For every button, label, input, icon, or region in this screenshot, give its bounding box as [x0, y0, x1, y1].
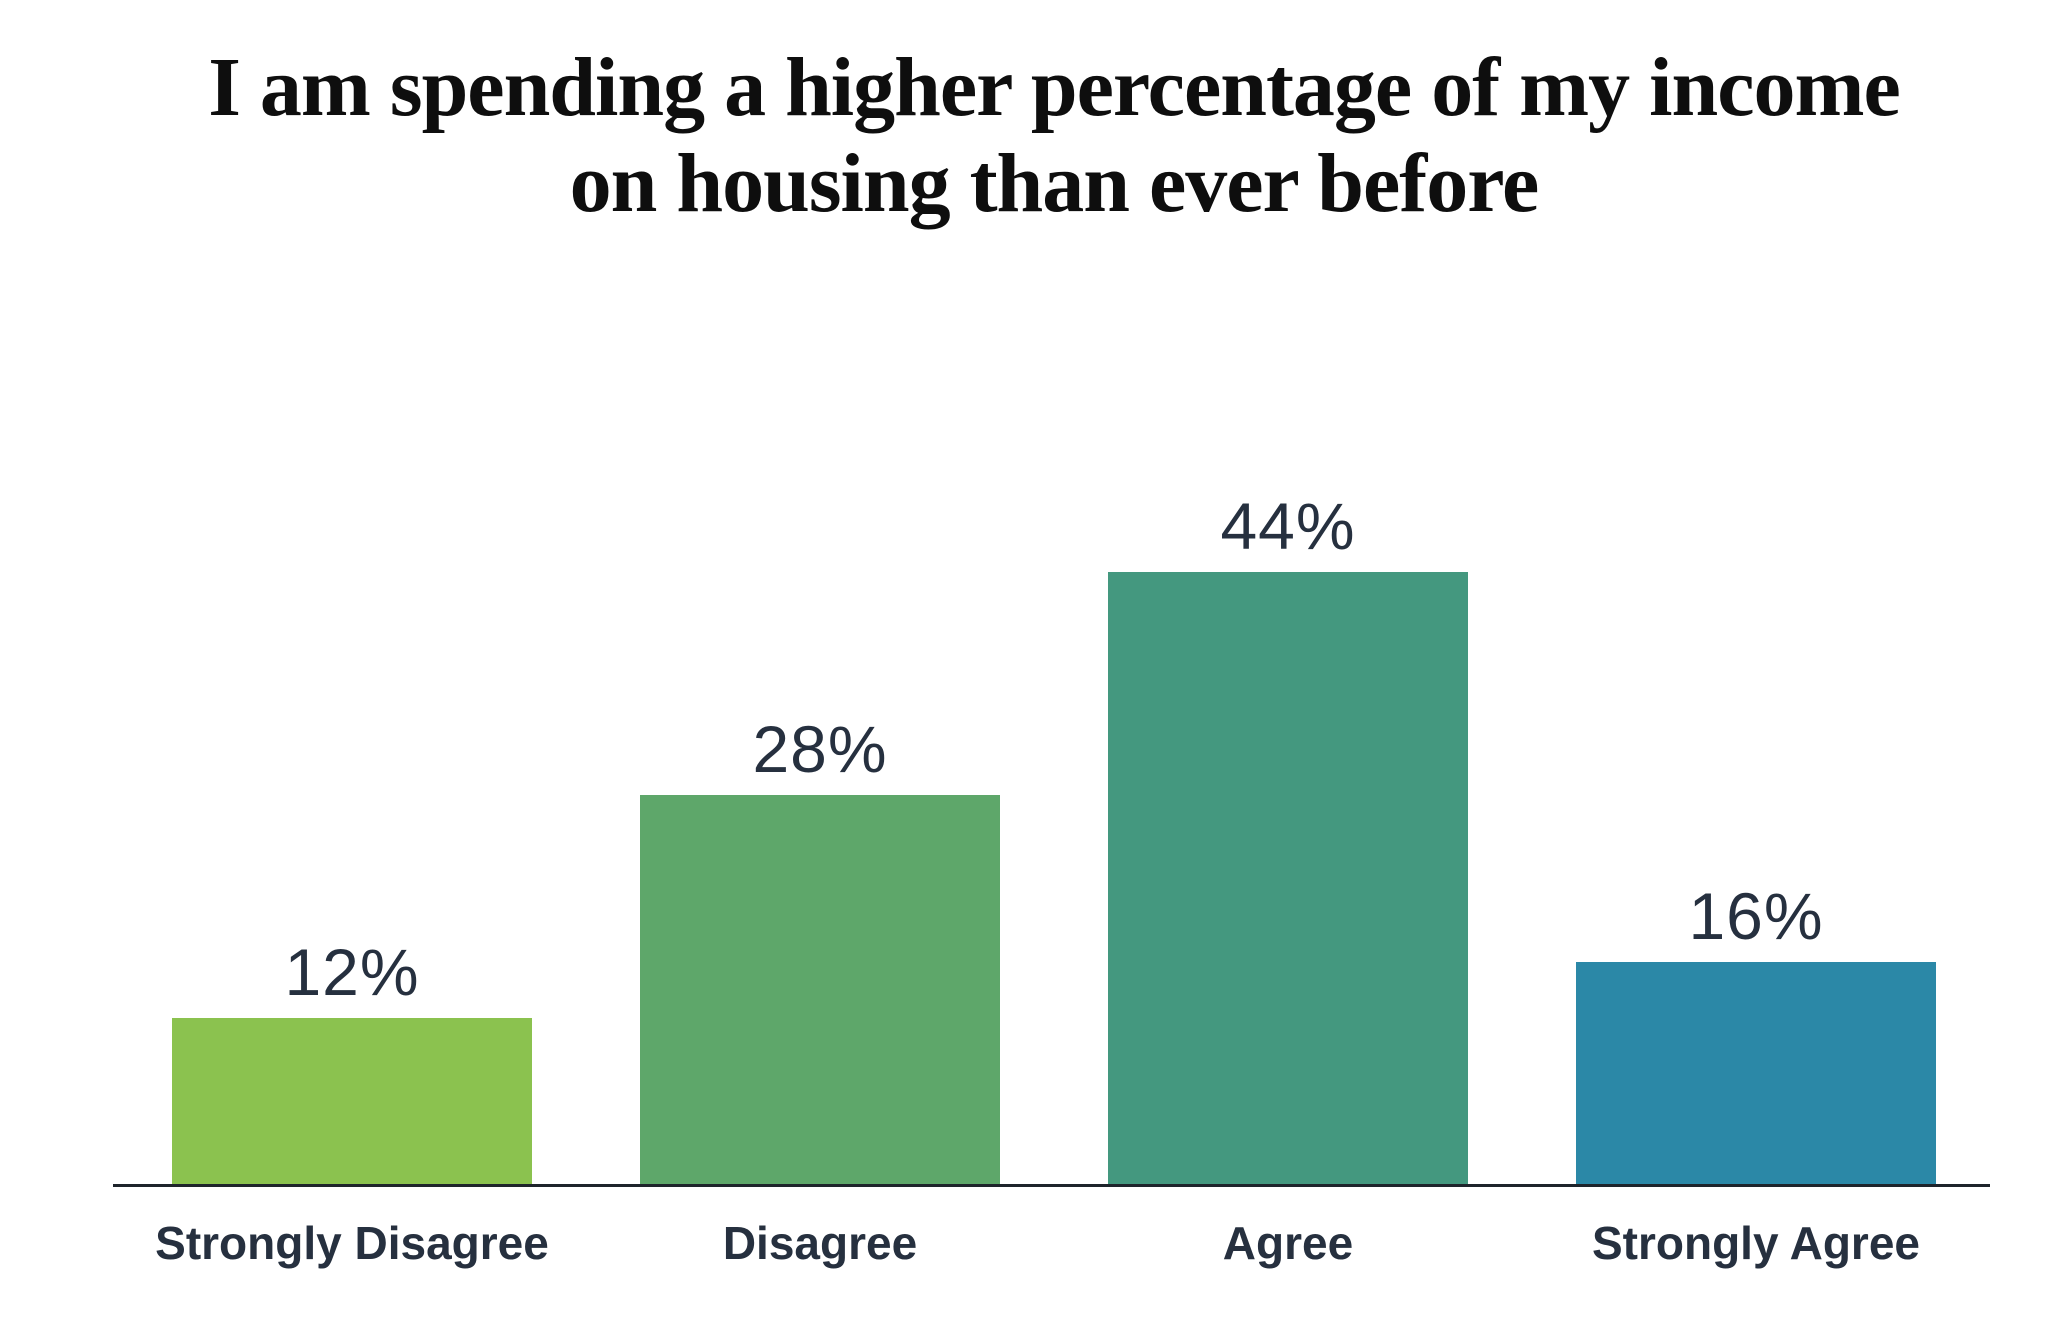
x-axis-line: [113, 1184, 1990, 1187]
page-title: I am spending a higher percentage of my …: [36, 40, 2072, 232]
page-title-line-2: on housing than ever before: [569, 137, 1540, 230]
bar-strongly-agree: [1576, 962, 1936, 1185]
category-label-disagree: Disagree: [722, 1217, 918, 1269]
category-label-strongly-disagree: Strongly Disagree: [155, 1217, 549, 1269]
category-label-agree: Agree: [1222, 1217, 1354, 1269]
bar-disagree: [640, 795, 1000, 1185]
bar-agree: [1108, 572, 1468, 1185]
page-title-line-1: I am spending a higher percentage of my …: [208, 41, 1901, 134]
value-label-disagree: 28%: [752, 712, 888, 786]
value-label-strongly-disagree: 12%: [284, 935, 420, 1009]
category-label-strongly-agree: Strongly Agree: [1591, 1217, 1921, 1269]
bar-strongly-disagree: [172, 1018, 532, 1185]
value-label-agree: 44%: [1220, 489, 1356, 563]
value-label-strongly-agree: 16%: [1688, 879, 1824, 953]
